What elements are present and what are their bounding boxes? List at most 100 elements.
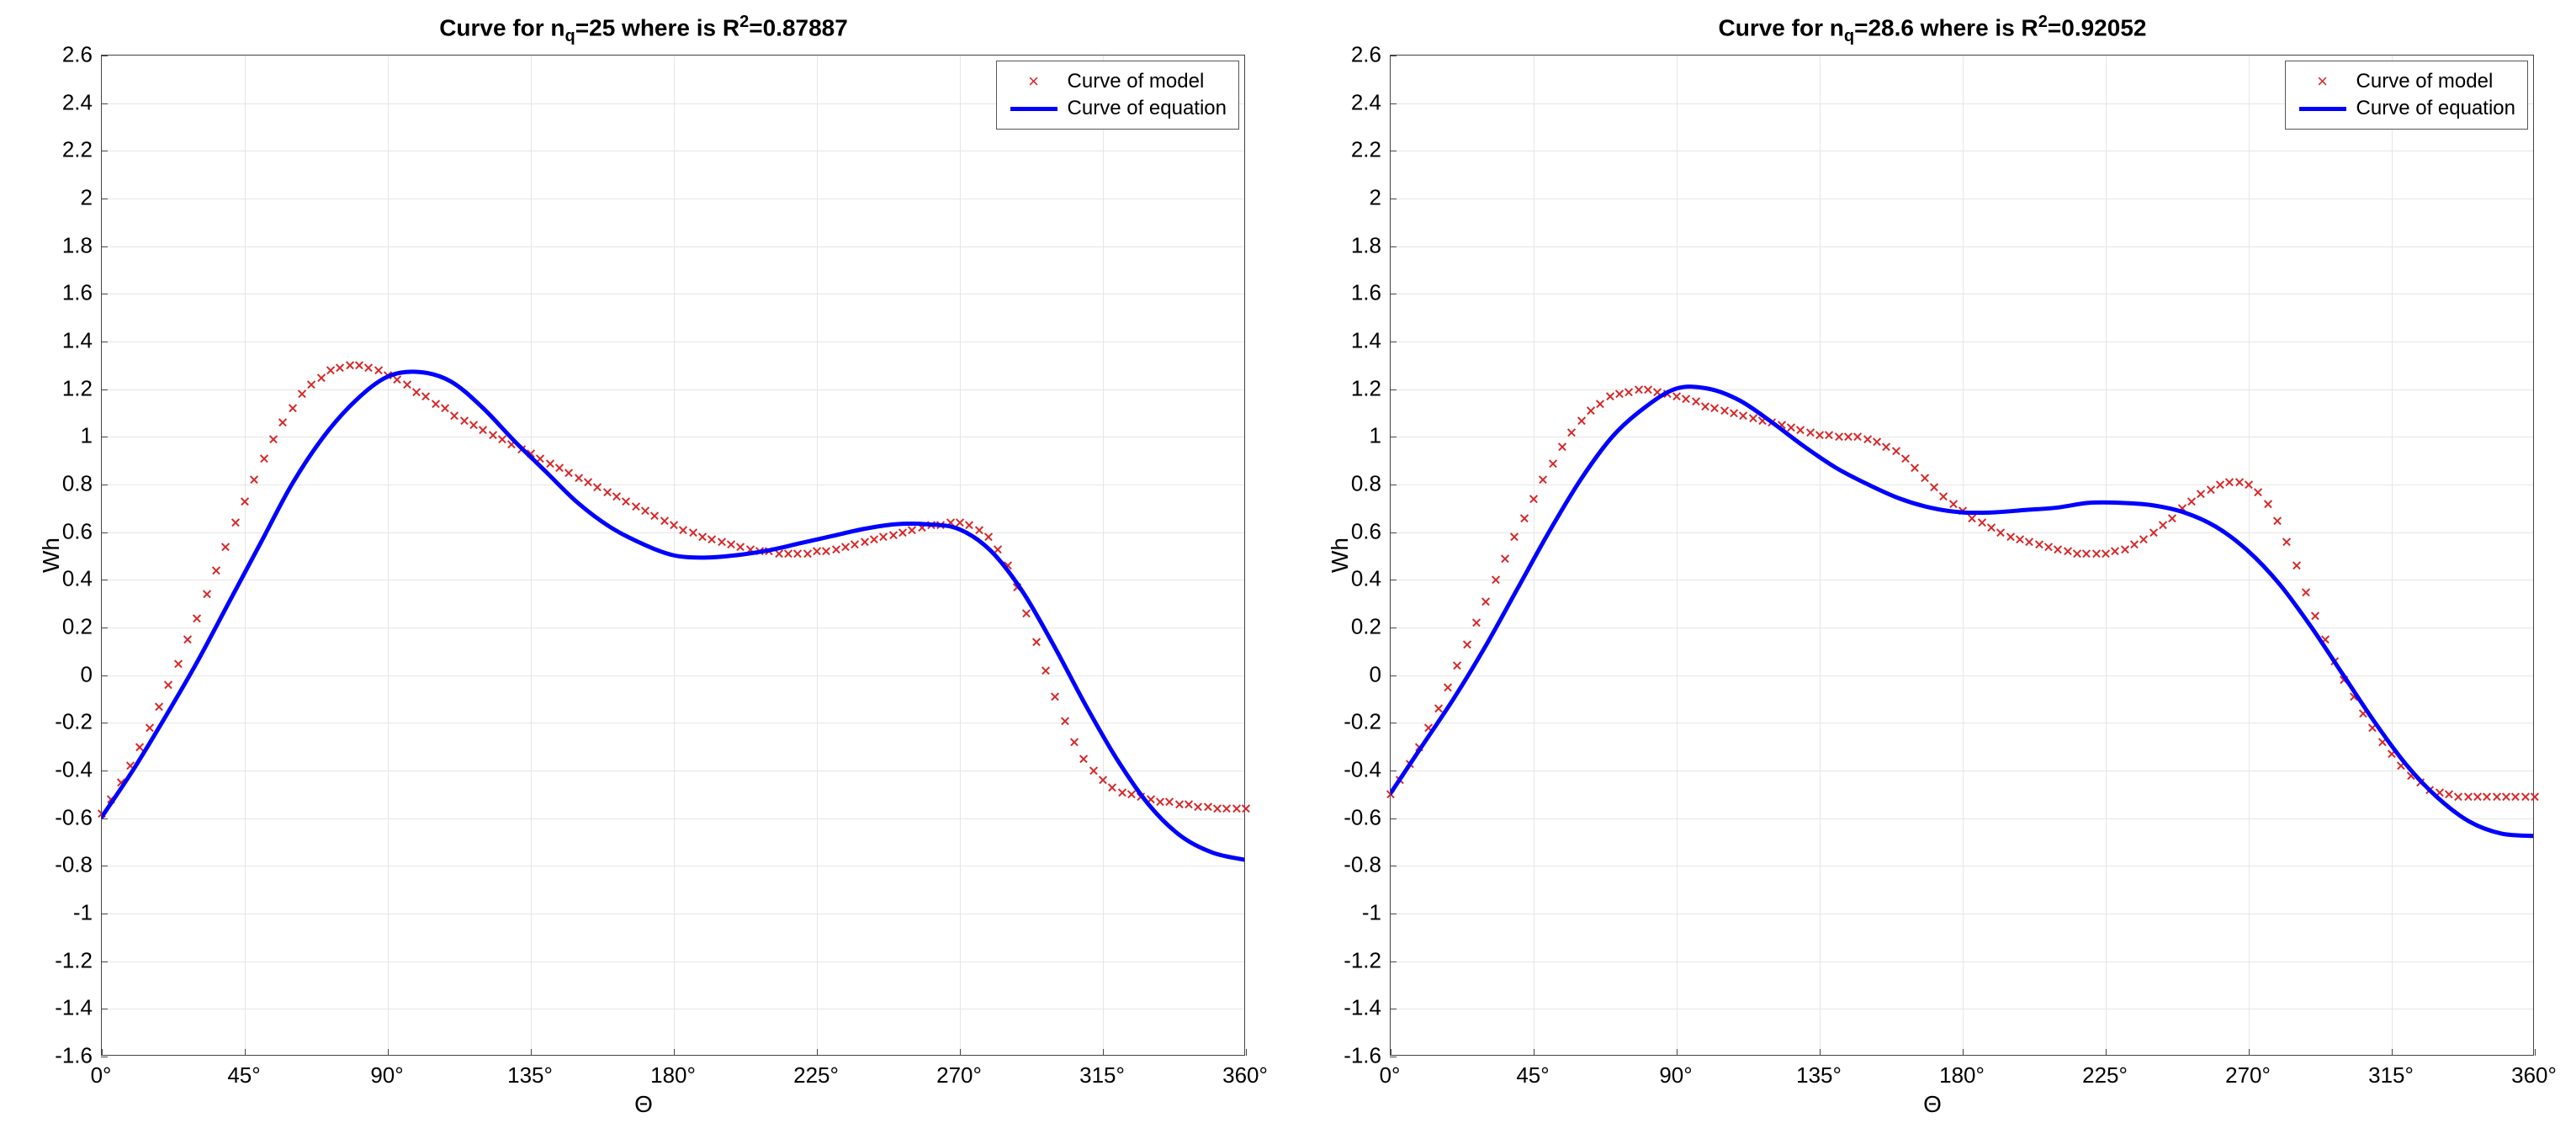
model-point (2110, 546, 2120, 556)
model-point (1700, 401, 1710, 411)
model-point (2292, 560, 2302, 570)
y-tick-label: -0.2 (1322, 709, 1381, 735)
model-point (1203, 802, 1213, 812)
y-tick-label: 0.8 (1322, 471, 1381, 497)
model-point (440, 403, 450, 413)
model-point (1681, 394, 1691, 404)
y-tick-label: 0.2 (34, 614, 93, 640)
model-point (1395, 775, 1405, 785)
model-point (402, 379, 412, 389)
x-tick (1246, 1049, 1247, 1056)
gridline-h (102, 389, 1244, 390)
model-point (1662, 389, 1672, 399)
y-tick-label: 1.8 (1322, 232, 1381, 258)
model-point (2463, 792, 2473, 802)
y-tick (1390, 961, 1397, 962)
legend-label: Curve of equation (1068, 97, 1227, 120)
model-point (764, 546, 774, 556)
model-point (2339, 675, 2349, 685)
x-tick-label: 360° (2511, 1062, 2557, 1089)
model-point (1577, 416, 1587, 426)
model-point (268, 434, 278, 444)
model-point (1729, 408, 1739, 418)
y-tick-label: 2 (34, 185, 93, 211)
gridline-h (1391, 532, 2533, 533)
model-point (1509, 532, 1519, 542)
x-tick (1963, 1049, 1964, 1056)
y-tick (101, 246, 108, 247)
y-tick (1390, 675, 1397, 676)
model-point (1910, 463, 1920, 473)
model-point (1164, 797, 1174, 807)
y-tick-label: 0 (34, 661, 93, 687)
model-point (1614, 389, 1625, 399)
x-axis-label: Θ (1923, 1091, 1942, 1118)
x-tick (2535, 1049, 2536, 1056)
y-tick (1390, 532, 1397, 533)
model-point (211, 565, 221, 575)
model-point (1136, 792, 1146, 802)
model-point (735, 542, 745, 552)
model-point (2024, 537, 2034, 547)
model-point (2358, 708, 2368, 718)
y-tick-label: -0.8 (1322, 852, 1381, 878)
y-tick-label: 1.2 (1322, 375, 1381, 401)
model-point (774, 548, 784, 559)
model-point (974, 525, 984, 535)
legend-item: ×Curve of model (1009, 68, 1227, 95)
model-point (2253, 487, 2263, 497)
gridline-h (1391, 961, 2533, 962)
x-tick (245, 1049, 246, 1056)
model-point (2015, 534, 2025, 544)
model-point (2224, 477, 2234, 487)
y-tick-label: 2.4 (1322, 89, 1381, 115)
model-point (631, 501, 641, 511)
y-tick (101, 961, 108, 962)
legend: ×Curve of modelCurve of equation (996, 61, 1239, 130)
y-tick (1390, 103, 1397, 104)
model-point (707, 534, 717, 544)
gridline-v (674, 56, 675, 1055)
model-point (116, 777, 126, 787)
model-point (2473, 792, 2483, 802)
model-point (1434, 703, 1444, 713)
model-point (860, 537, 870, 547)
model-point (803, 548, 813, 559)
model-point (983, 532, 994, 542)
model-point (1241, 803, 1251, 813)
x-tick (531, 1049, 532, 1056)
model-point (697, 532, 708, 542)
y-tick-label: 2 (1322, 185, 1381, 211)
model-point (2435, 787, 2445, 797)
model-point (926, 520, 936, 530)
legend-item: Curve of equation (2298, 95, 2515, 122)
model-point (1720, 405, 1730, 416)
model-point (554, 463, 564, 473)
gridline-h (102, 961, 1244, 962)
model-point (1748, 413, 1758, 423)
model-point (1586, 405, 1596, 416)
model-point (888, 530, 898, 540)
x-tick-label: 45° (1516, 1062, 1549, 1089)
model-point (1977, 517, 1987, 527)
model-point (1938, 491, 1948, 501)
model-point (202, 589, 212, 599)
model-point (821, 546, 831, 556)
model-point (602, 487, 612, 497)
model-point (316, 373, 326, 383)
model-point (497, 434, 507, 444)
line-icon (2298, 107, 2348, 111)
model-point (917, 522, 927, 532)
model-point (2206, 485, 2216, 495)
model-point (2330, 656, 2340, 666)
gridline-v (817, 56, 818, 1055)
model-point (755, 546, 765, 556)
model-point (306, 379, 316, 389)
model-point (2415, 777, 2425, 787)
model-point (792, 548, 803, 559)
model-point (411, 387, 421, 397)
x-tick-label: 270° (2225, 1062, 2271, 1089)
model-point (1021, 608, 1031, 618)
gridline-h (102, 246, 1244, 247)
model-point (621, 496, 631, 506)
